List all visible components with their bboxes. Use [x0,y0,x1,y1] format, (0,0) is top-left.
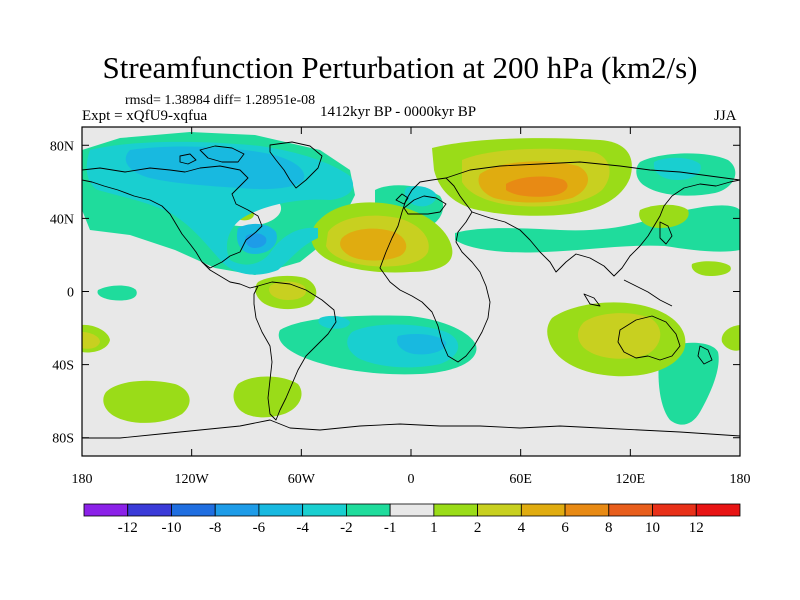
experiment-label: Expt = xQfU9-xqfua [82,108,208,124]
coastline [445,161,740,181]
colorbar-label: -8 [209,520,222,536]
colorbar-label: -6 [253,520,266,536]
plot-area: 180 120W 60W 0 60E 120E 180 80N 40N 0 40S 80S [50,126,751,487]
coastline [379,177,491,363]
colorbar-swatch [389,503,435,517]
field-region [82,332,100,349]
x-tick-label: 120W [175,472,210,487]
colorbar-label: 10 [645,520,660,536]
colorbar-label: 8 [605,520,613,536]
coastline [395,193,409,205]
colorbar-swatch [302,503,347,517]
page-title: Streamfunction Perturbation at 200 hPa (… [102,50,698,85]
field-region [721,325,740,351]
colorbar-swatch [214,503,260,517]
field-region [125,146,305,190]
colorbar-swatch [127,503,172,517]
coastline [82,165,263,269]
colorbar-label: -12 [118,520,138,536]
coastline [697,345,713,365]
coastline [617,315,681,361]
x-tick-label: 180 [730,472,751,487]
season-label: JJA [714,108,737,124]
colorbar-swatch [564,503,610,517]
coastline [403,195,447,215]
colorbar-swatch [652,503,697,517]
coastline [471,179,740,277]
coastline [179,153,197,165]
colorbar-swatch [171,503,216,517]
y-tick-label: 80S [52,432,74,447]
coastline [253,281,337,421]
field-region [653,157,701,180]
colorbar-swatch [258,503,304,517]
coastline [82,419,740,439]
colorbar-label: 1 [430,520,438,536]
coastline [659,221,673,245]
colorbar-label: 12 [689,520,704,536]
coastlines [82,141,740,439]
colorbar: -12 -10 -8 -6 -4 -2 -1 1 2 4 6 8 10 12 [83,503,741,536]
colorbar-label: 6 [561,520,569,536]
colorbar-swatch [520,503,566,517]
x-tick-label: 120E [616,472,646,487]
axes: 180 120W 60W 0 60E 120E 180 80N 40N 0 40S 80S [50,127,751,487]
x-tick-label: 60E [509,472,532,487]
stats-label: rmsd= 1.38984 diff= 1.28951e-08 [125,93,316,108]
colorbar-swatch [345,503,391,517]
y-tick-label: 40S [52,359,74,374]
x-tick-label: 0 [408,472,415,487]
colorbar-label: -2 [340,520,353,536]
x-tick-label: 60W [288,472,316,487]
colorbar-swatch [83,503,129,517]
field-region [396,334,447,355]
coastline [623,279,673,307]
colorbar-swatch [695,503,741,517]
field-region [245,233,267,248]
coastline [583,293,601,307]
colorbar-label: -10 [161,520,181,536]
y-tick-label: 80N [50,139,74,154]
field-region [639,204,689,228]
colorbar-swatch [477,503,522,517]
field-region [318,315,350,329]
x-tick-label: 180 [72,472,93,487]
colorbar-label: -4 [296,520,309,536]
y-tick-label: 40N [50,212,74,227]
y-tick-label: 0 [67,286,74,301]
field-region [340,228,407,261]
colorbar-swatch [433,503,479,517]
coastline [201,261,259,289]
field-region [103,380,190,423]
coastline [269,141,323,189]
colorbar-label: -1 [384,520,397,536]
coastline [199,145,245,163]
field-region [233,376,302,418]
colorbar-swatch [608,503,653,517]
field-region [506,176,568,197]
colorbar-label: 2 [474,520,482,536]
field-region [97,285,137,301]
field-region [691,261,731,276]
colorbar-label: 4 [518,520,526,536]
period-label: 1412kyr BP - 0000kyr BP [320,104,477,120]
